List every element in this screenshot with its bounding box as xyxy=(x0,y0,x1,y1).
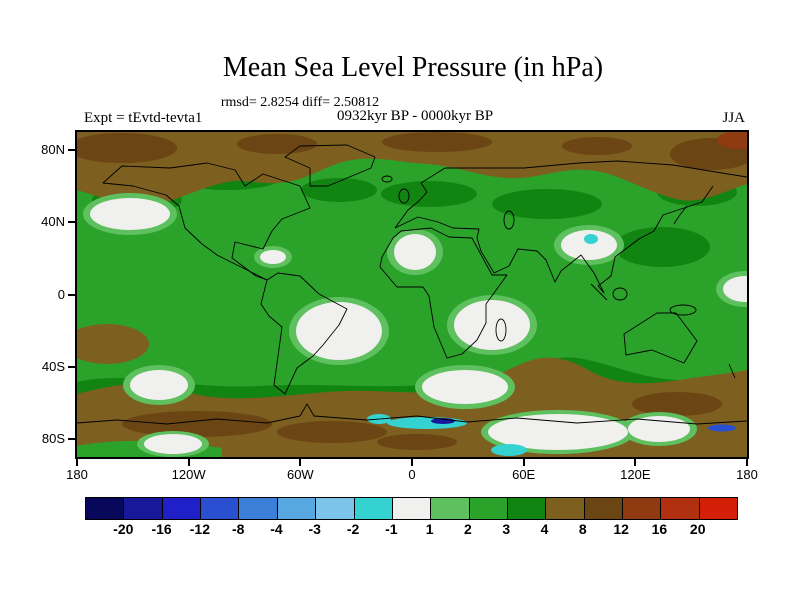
coastlines xyxy=(77,144,747,425)
y-tick-label: 40S xyxy=(41,358,65,374)
colorbar-label: -2 xyxy=(346,521,360,537)
colorbar-cell xyxy=(239,498,278,519)
colorbar-cell xyxy=(201,498,240,519)
colorbar-cell xyxy=(124,498,163,519)
colorbar-label: -20 xyxy=(113,521,134,537)
y-tick-label: 40N xyxy=(41,214,65,230)
y-tick-mark xyxy=(68,293,75,296)
colorbar-label: -1 xyxy=(385,521,398,537)
experiment-label: Expt = tEvtd-tevta1 xyxy=(84,110,203,126)
period-label: 0932kyr BP - 0000kyr BP xyxy=(336,108,494,124)
colorbar-cell xyxy=(354,498,393,519)
x-tick-mark xyxy=(299,459,302,466)
colorbar-cell xyxy=(431,498,470,519)
colorbar-label: -8 xyxy=(231,521,245,537)
colorbar-label: 8 xyxy=(578,521,587,537)
x-tick-label: 60E xyxy=(512,467,536,482)
season-label: JJA xyxy=(722,110,745,126)
x-tick-mark xyxy=(634,459,637,466)
colorbar-cell xyxy=(661,498,700,519)
x-tick-label: 180 xyxy=(736,467,758,482)
x-tick-label: 60W xyxy=(286,467,314,482)
colorbar-cell xyxy=(584,498,624,519)
y-tick-mark xyxy=(68,437,75,440)
colorbar-cell xyxy=(392,498,432,519)
x-tick-mark xyxy=(746,459,748,466)
colorbar-cell xyxy=(623,498,662,519)
colorbar-cell xyxy=(316,498,355,519)
colorbar-cell xyxy=(699,498,738,519)
colorbar-cell xyxy=(546,498,585,519)
contour-map xyxy=(77,132,747,457)
colorbar-cell xyxy=(162,498,202,519)
colorbar-label: -4 xyxy=(270,521,283,537)
chart-title: Mean Sea Level Pressure (in hPa) xyxy=(222,52,604,83)
colorbar-cell xyxy=(86,498,125,519)
y-tick-mark xyxy=(68,365,75,368)
colorbar-label: 3 xyxy=(502,521,511,537)
colorbar xyxy=(85,497,738,520)
colorbar-cell xyxy=(277,498,317,519)
colorbar-label: 4 xyxy=(540,521,549,537)
colorbar-label: 20 xyxy=(689,521,706,537)
colorbar-label: 16 xyxy=(651,521,668,537)
colorbar-label: -16 xyxy=(151,521,172,537)
x-tick-mark xyxy=(522,459,525,466)
x-tick-mark xyxy=(411,459,413,466)
white-anomaly-blobs xyxy=(90,198,747,454)
y-tick-label: 80N xyxy=(41,141,65,157)
colorbar-label: 1 xyxy=(425,521,434,537)
colorbar-label: 2 xyxy=(464,521,472,537)
rmsd-diff-annotation: rmsd= 2.8254 diff= 2.50812 xyxy=(220,95,380,110)
x-tick-label: 120E xyxy=(620,467,651,482)
colorbar-cell xyxy=(469,498,508,519)
x-tick-mark xyxy=(76,459,78,466)
colorbar-cell xyxy=(507,498,547,519)
colorbar-labels: -20 -16 -12 -8 -4 -3 -2 -1 1 2 3 4 8 12 16 20 xyxy=(85,521,736,539)
map-plot-area: 80N 40N 0 40S 80S 180 120W 60W 0 60E 120E 180 xyxy=(41,130,758,482)
y-tick-label: 0 xyxy=(57,286,65,302)
y-tick-mark xyxy=(68,221,75,224)
colorbar-label: -12 xyxy=(189,521,210,537)
colorbar-label: -3 xyxy=(308,521,321,537)
x-tick-mark xyxy=(187,459,190,466)
y-tick-mark xyxy=(68,149,75,152)
x-tick-label: 0 xyxy=(408,467,416,482)
x-tick-label: 120W xyxy=(171,467,206,482)
x-tick-label: 180 xyxy=(66,467,88,482)
colorbar-label: 12 xyxy=(613,521,629,537)
y-tick-label: 80S xyxy=(41,430,65,446)
arctic-brown-band xyxy=(77,132,747,205)
